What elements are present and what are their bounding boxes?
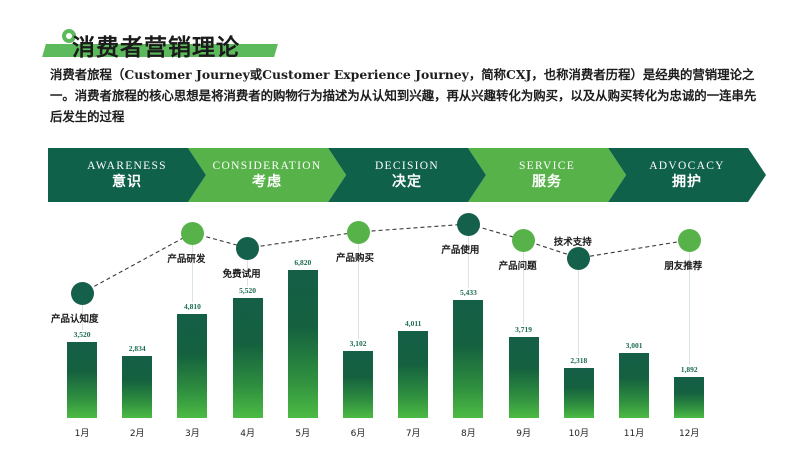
- stage-label-en: DECISION: [374, 160, 440, 172]
- stage-chevron-decision[interactable]: DECISION 决定: [328, 148, 486, 202]
- stage-label-en: ADVOCACY: [649, 160, 725, 172]
- circle-outline-icon: [62, 29, 76, 43]
- bar-fill: [343, 350, 373, 418]
- page-title-group: 消费者营销理论: [40, 14, 340, 61]
- x-axis-tick-2月: 2月: [129, 429, 145, 439]
- intro-paragraph: 消费者旅程（Customer Journey或Customer Experien…: [50, 67, 757, 124]
- stage-chevron-advocacy[interactable]: ADVOCACY 拥护: [608, 148, 766, 202]
- bar-value-label: 2,318: [570, 355, 588, 365]
- bar-value-label: 4,011: [404, 318, 422, 328]
- milestone-stem: [357, 243, 359, 339]
- bar-fill: [287, 270, 318, 418]
- bar-7月[interactable]: [398, 330, 429, 418]
- milestone-stem: [191, 244, 193, 302]
- milestone-label: 产品研发: [167, 254, 206, 265]
- x-axis-tick-12月: 12月: [678, 429, 700, 439]
- bar-12月[interactable]: [674, 376, 705, 418]
- stage-chevron-service[interactable]: SERVICE 服务: [468, 148, 626, 202]
- stage-label-cn: 服务: [532, 174, 562, 190]
- x-axis-tick-11月: 11月: [623, 429, 645, 439]
- bar-fill: [67, 341, 97, 418]
- bar-10月[interactable]: [563, 367, 594, 418]
- journey-bar-chart: 3,520 1月 2,834 2月 4,810 3月 5,520 4月 6,820 5月 3,102…: [0, 200, 800, 450]
- milestone-dot-3[interactable]: [236, 236, 260, 260]
- bar-value-label: 6,820: [294, 258, 312, 267]
- milestone-dot-6[interactable]: [512, 228, 536, 252]
- x-axis-tick-7月: 7月: [405, 429, 421, 439]
- bar-11月[interactable]: [619, 352, 649, 418]
- milestone-label: 免费试用: [222, 269, 261, 280]
- x-axis-tick-8月: 8月: [461, 429, 476, 439]
- x-axis-tick-3月: 3月: [185, 429, 200, 439]
- bar-9月[interactable]: [508, 337, 539, 418]
- bar-value-label: 2,834: [128, 344, 146, 354]
- bar-value-label: 3,001: [625, 340, 643, 350]
- stage-label-en: AWARENESS: [87, 160, 167, 172]
- milestone-stem: [523, 251, 525, 326]
- stage-chevron-consideration[interactable]: CONSIDERATION 考虑: [188, 148, 346, 202]
- stage-label-cn: 决定: [392, 174, 422, 190]
- milestone-label: 产品购买: [336, 253, 375, 264]
- milestone-dot-7[interactable]: [567, 246, 591, 270]
- bar-fill: [563, 367, 594, 418]
- x-axis-tick-4月: 4月: [240, 429, 255, 439]
- milestone-dot-1[interactable]: [70, 281, 94, 305]
- bar-fill: [508, 337, 539, 418]
- x-axis-tick-9月: 9月: [516, 429, 531, 439]
- milestone-dot-2[interactable]: [180, 221, 204, 245]
- bar-value-label: 1,892: [680, 364, 698, 374]
- bar-1月[interactable]: [67, 341, 97, 418]
- x-axis-tick-10月: 10月: [568, 429, 590, 439]
- milestone-label: 产品认知度: [51, 314, 99, 325]
- bar-value-label: 4,810: [183, 301, 201, 311]
- bar-fill: [674, 376, 705, 418]
- bar-value-label: 3,102: [349, 338, 367, 348]
- bar-fill: [122, 356, 153, 418]
- bar-fill: [453, 300, 484, 418]
- x-axis-tick-6月: 6月: [350, 429, 366, 439]
- milestone-label: 产品问题: [498, 261, 537, 272]
- bar-4月[interactable]: [232, 298, 263, 418]
- milestone-dot-5[interactable]: [456, 212, 480, 236]
- milestone-label: 技术支持: [553, 237, 592, 248]
- bar-fill: [177, 313, 208, 418]
- milestone-dot-4[interactable]: [346, 220, 370, 244]
- bar-3月[interactable]: [177, 313, 208, 418]
- bar-5月[interactable]: [287, 270, 318, 418]
- bar-value-label: 3,719: [515, 325, 533, 335]
- milestone-label: 朋友推荐: [664, 261, 703, 272]
- stage-label-en: CONSIDERATION: [212, 160, 322, 172]
- milestone-dot-8[interactable]: [677, 228, 701, 252]
- x-axis-tick-1月: 1月: [74, 429, 90, 439]
- journey-stage-banner: AWARENESS 意识 CONSIDERATION 考虑 DECISION 决定 SERV…: [0, 148, 800, 202]
- bar-6月[interactable]: [343, 350, 373, 418]
- milestone-label: 产品使用: [441, 245, 480, 256]
- milestone-stem: [247, 259, 249, 287]
- bar-value-label: 5,520: [239, 286, 257, 296]
- stage-label-en: SERVICE: [518, 160, 576, 172]
- bar-fill: [232, 298, 263, 418]
- bar-value-label: 3,520: [73, 329, 91, 339]
- milestone-stem: [467, 235, 469, 289]
- bar-fill: [398, 330, 429, 418]
- bar-value-label: 5,433: [459, 288, 477, 298]
- bar-fill: [619, 352, 649, 418]
- bar-2月[interactable]: [122, 356, 153, 418]
- milestone-stem: [81, 304, 83, 330]
- page-title: 消费者营销理论: [72, 35, 240, 61]
- stage-chevron-awareness[interactable]: AWARENESS 意识: [48, 148, 206, 202]
- milestone-stem: [688, 251, 690, 365]
- stage-label-cn: 拥护: [672, 174, 702, 190]
- stage-label-cn: 考虑: [252, 174, 282, 190]
- x-axis-tick-5月: 5月: [295, 429, 311, 439]
- milestone-stem: [578, 269, 580, 356]
- bar-8月[interactable]: [453, 300, 484, 418]
- stage-label-cn: 意识: [112, 174, 142, 190]
